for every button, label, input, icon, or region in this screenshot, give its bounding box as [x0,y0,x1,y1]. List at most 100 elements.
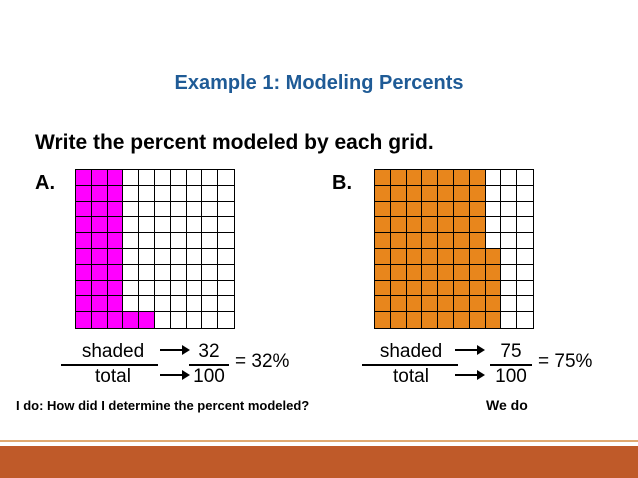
result-b: = 75% [538,351,593,372]
grid-b-shaded-cell [438,249,454,265]
grid-b-cell [517,185,533,202]
grid-b-shaded-cell [406,264,423,281]
arrow-a-top-icon [160,345,190,355]
grid-a-cell [155,185,171,202]
grid-a-cell [186,264,203,281]
grid-a-shaded-cell [91,296,108,313]
grid-b-shaded-cell [422,233,439,249]
grid-b-cell [501,185,518,202]
grid-a-cell [186,170,203,186]
grid-a-cell [186,249,203,265]
grid-a-cell [218,170,234,186]
grid-b-cell [517,233,533,249]
grid-a-cell [170,280,187,297]
grid-b-shaded-cell [390,296,407,313]
grid-a-shaded-cell [91,233,108,249]
grid-b-cell [485,233,502,249]
grid-a-shaded-cell [139,312,155,328]
grid-b-shaded-cell [375,233,391,249]
grid-a-cell [155,217,171,234]
grid-a-shaded-cell [91,170,108,186]
grid-a-cell [170,296,187,313]
grid-b-shaded-cell [469,280,486,297]
grid-b-shaded-cell [390,312,407,328]
grid-a-cell [139,233,155,249]
grid-b-cell [485,201,502,218]
grid-a-cell [139,185,155,202]
grid-b-shaded-cell [375,170,391,186]
grid-a-cell [123,233,140,249]
arrow-b-top-icon [455,345,485,355]
grid-a-cell [155,233,171,249]
grid-a-shaded-cell [91,264,108,281]
grid-b-shaded-cell [422,185,439,202]
grid-a-cell [139,264,155,281]
grid-b-shaded-cell [406,280,423,297]
grid-b-shaded-cell [375,201,391,218]
arrow-a-bottom-icon [160,370,190,380]
grid-a-cell [218,296,234,313]
grid-b-shaded-cell [406,201,423,218]
grid-a-cell [186,185,203,202]
grid-b-shaded-cell [469,296,486,313]
grid-b-shaded-cell [469,264,486,281]
grid-b-shaded-cell [422,280,439,297]
grid-b-cell [501,264,518,281]
grid-a-cell [202,264,219,281]
grid-a-label: A. [35,172,55,194]
grid-b-shaded-cell [375,296,391,313]
grid-a-cell [218,233,234,249]
fraction-b-denominator: 100 [495,366,527,387]
arrow-b-bottom-icon [455,370,485,380]
grid-a-cell [123,170,140,186]
grid-a-shaded-cell [76,296,92,313]
grid-b-cell [501,296,518,313]
fraction-a-denominator: 100 [193,366,225,387]
grid-b-shaded-cell [438,170,454,186]
grid-b-shaded-cell [438,233,454,249]
grid-a-cell [218,201,234,218]
footer-divider [0,440,638,442]
grid-b-shaded-cell [422,170,439,186]
result-a: = 32% [235,351,290,372]
grid-a-cell [186,280,203,297]
grid-b-shaded-cell [390,201,407,218]
grid-b-shaded-cell [469,217,486,234]
fraction-b-number-line [490,364,532,366]
fraction-a-numerator: 32 [198,341,220,362]
grid-b-cell [501,280,518,297]
grid-a-cell [218,264,234,281]
fraction-a-number-line [189,364,229,366]
grid-a-cell [218,249,234,265]
grid-a-shaded-cell [91,185,108,202]
fraction-b-shaded-word: shaded [379,341,443,362]
grid-a-cell [139,249,155,265]
grid-b-shaded-cell [422,201,439,218]
grid-a-shaded-cell [76,233,92,249]
grid-a-cell [170,201,187,218]
grid-b-shaded-cell [438,312,454,328]
grid-b-shaded-cell [454,249,470,265]
grid-a-cell [186,296,203,313]
grid-a-shaded-cell [76,264,92,281]
grid-b [374,169,534,329]
grid-b-shaded-cell [422,312,439,328]
grid-b-shaded-cell [438,280,454,297]
grid-b-shaded-cell [390,264,407,281]
grid-b-shaded-cell [438,201,454,218]
grid-b-shaded-cell [375,249,391,265]
grid-a-shaded-cell [76,217,92,234]
grid-b-shaded-cell [469,249,486,265]
grid-a-shaded-cell [91,249,108,265]
grid-b-shaded-cell [454,296,470,313]
grid-a-cell [218,312,234,328]
grid-b-cell [485,217,502,234]
grid-b-shaded-cell [469,185,486,202]
grid-a-cell [155,170,171,186]
grid-b-shaded-cell [422,264,439,281]
grid-a-shaded-cell [107,185,124,202]
grid-b-cell [517,170,533,186]
slide-title: Example 1: Modeling Percents [174,72,464,94]
grid-b-label: B. [332,172,352,194]
grid-a-cell [218,185,234,202]
